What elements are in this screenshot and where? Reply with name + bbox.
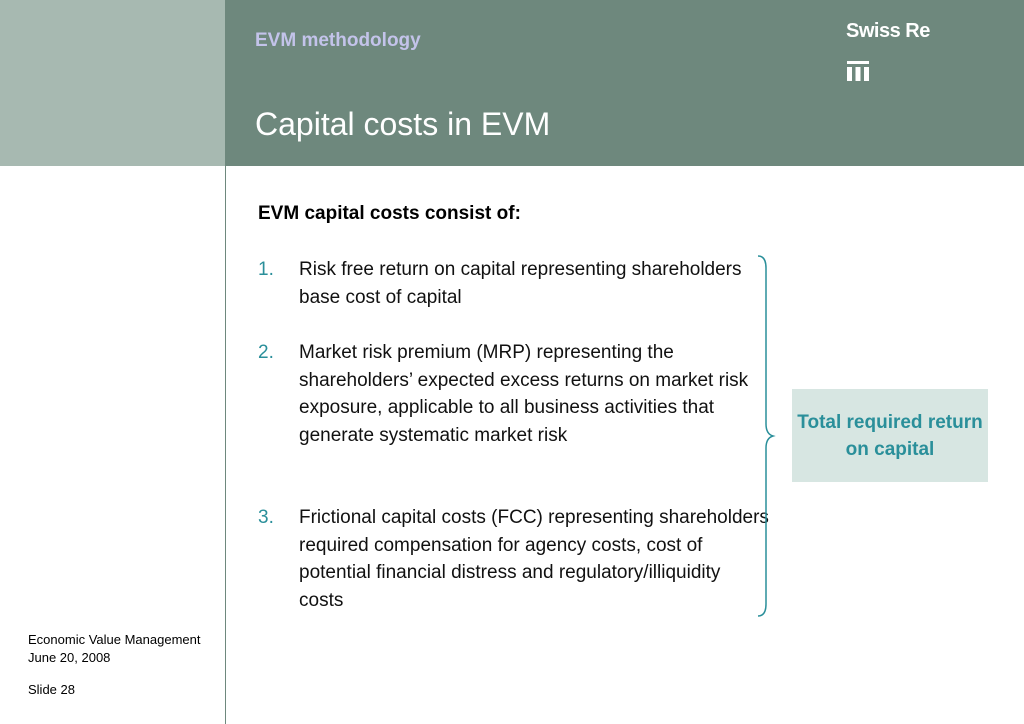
section-title: EVM methodology <box>255 30 421 51</box>
header-left-panel <box>0 0 225 166</box>
list-item: 2. Market risk premium (MRP) representin… <box>258 339 768 479</box>
list-text: Frictional capital costs (FCC) represent… <box>299 507 769 611</box>
page-title: Capital costs in EVM <box>255 106 551 142</box>
header-main-panel <box>225 0 1024 166</box>
curly-brace-icon <box>757 255 776 617</box>
intro-heading: EVM capital costs consist of: <box>258 203 521 224</box>
callout-text: Total required return on capital <box>797 411 983 460</box>
list-number: 3. <box>258 507 274 528</box>
logo-text: Swiss Re <box>846 20 930 42</box>
list-number: 1. <box>258 259 274 280</box>
list-item: 3. Frictional capital costs (FCC) repres… <box>258 504 769 616</box>
footer-date: June 20, 2008 <box>28 650 111 665</box>
list-item: 1. Risk free return on capital represent… <box>258 256 768 312</box>
list-number: 2. <box>258 342 274 363</box>
footer-title: Economic Value Management <box>28 632 201 647</box>
list-text: Risk free return on capital representing… <box>299 259 742 308</box>
total-required-return-box: Total required return on capital <box>792 389 988 482</box>
list-text: Market risk premium (MRP) representing t… <box>299 342 749 446</box>
swiss-re-logo-icon <box>847 61 869 81</box>
slide-number: Slide 28 <box>28 682 75 697</box>
divider-line <box>225 166 226 724</box>
